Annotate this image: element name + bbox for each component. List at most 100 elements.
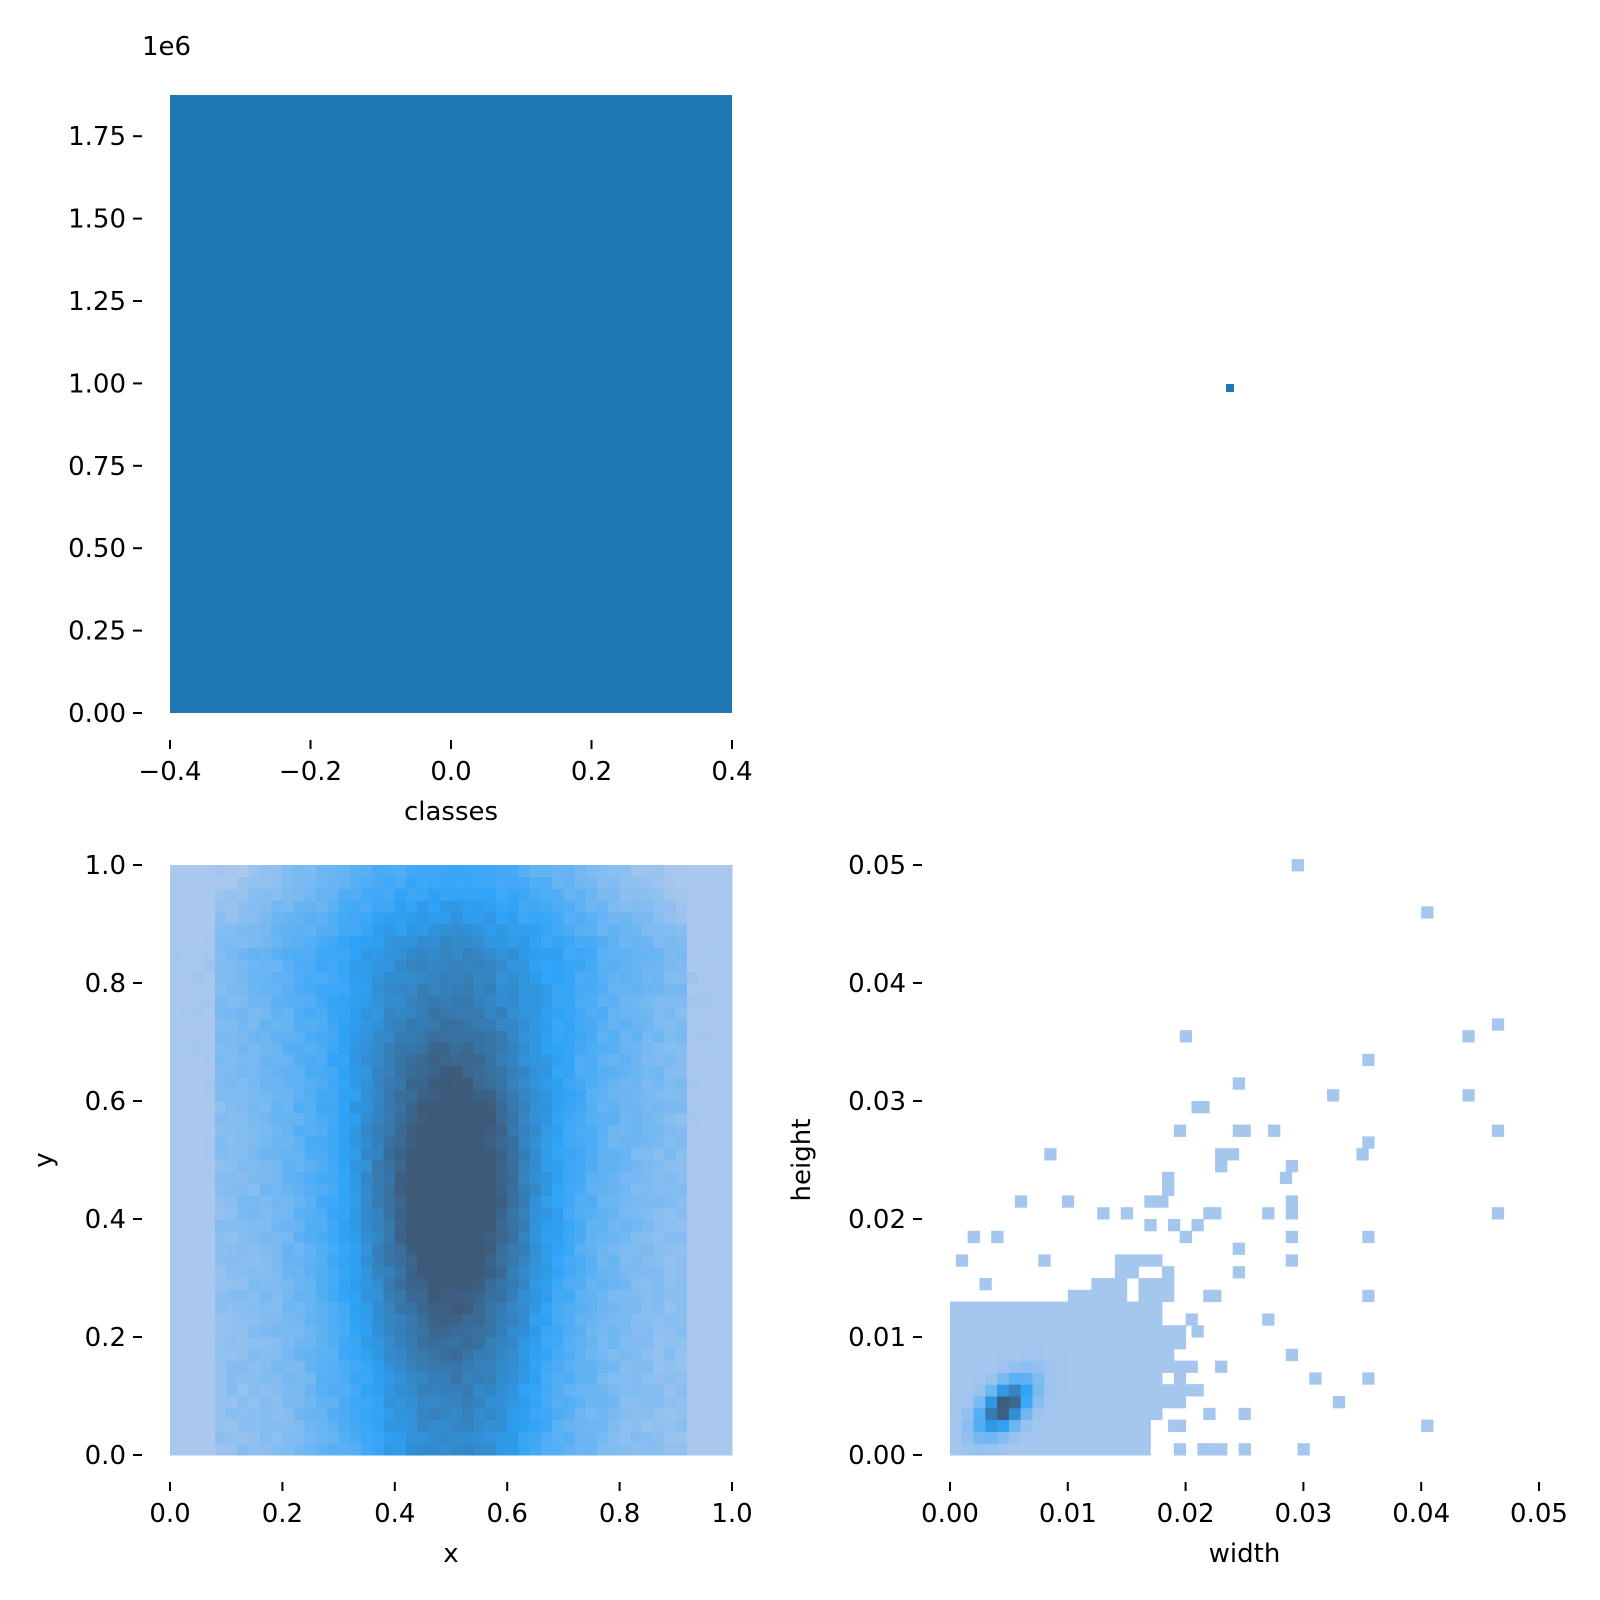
xy-density-cell <box>518 912 531 925</box>
xy-density-cell <box>540 1289 553 1303</box>
xy-density-cell <box>417 1396 430 1409</box>
xy-density-cell <box>417 912 430 925</box>
xy-density-cell <box>563 1195 576 1208</box>
xy-density-cell <box>226 1443 238 1456</box>
xy-density-cell <box>507 1230 519 1244</box>
xy-density-cell <box>271 1230 283 1244</box>
xy-density-cell <box>349 1419 362 1432</box>
xy-density-cell <box>529 1254 542 1267</box>
xy-density-cell <box>552 1407 564 1421</box>
xy-density-cell <box>361 1230 373 1244</box>
xy-density-cell <box>451 1207 463 1220</box>
wh-density-cell <box>1126 1396 1139 1409</box>
xy-density-cell <box>181 1348 193 1362</box>
xy-density-cell <box>338 1419 351 1432</box>
xy-density-cell <box>304 1207 317 1220</box>
wh-density-cell <box>1067 1419 1081 1432</box>
xy-density-cell <box>630 1431 643 1444</box>
xy-density-cell <box>248 1266 261 1279</box>
xy-density-cell <box>473 1278 486 1291</box>
xy-density-cell <box>383 1171 396 1185</box>
xy-density-cell <box>214 1195 227 1208</box>
xy-density-cell <box>451 888 463 901</box>
xy-density-cell <box>518 1337 531 1350</box>
xy-density-cell <box>406 1431 418 1444</box>
xy-density-cell <box>394 1006 407 1019</box>
xy-density-cell <box>529 1348 542 1362</box>
xy-density-cell <box>417 1384 430 1397</box>
xy-density-cell <box>170 1207 182 1220</box>
xy-density-cell <box>619 1006 632 1019</box>
xy-density-cell <box>361 1289 373 1303</box>
xy-density-cell <box>563 935 576 949</box>
xy-density-cell <box>237 1301 250 1314</box>
xy-density-cell <box>170 1242 182 1255</box>
xy-density-cell <box>214 1030 227 1043</box>
xy-density-cell <box>428 1443 441 1456</box>
xy-density-cell <box>552 1431 564 1444</box>
xy-density-cell <box>361 1030 373 1043</box>
xy-density-cell <box>473 1407 486 1421</box>
xy-density-cell <box>653 1030 666 1043</box>
xy-density-cell <box>507 1030 519 1043</box>
xy-density-cell <box>529 912 542 925</box>
xy-density-cell <box>170 1301 182 1314</box>
xy-density-cell <box>507 1289 519 1303</box>
wh-density-cell <box>955 1254 969 1267</box>
xy-density-cell <box>237 935 250 949</box>
xy-density-cell <box>439 1266 452 1279</box>
xy-density-cell <box>451 865 463 878</box>
xy-density-cell <box>181 1136 193 1149</box>
xy-density-cell <box>338 1384 351 1397</box>
wh-density-cell <box>1285 1207 1299 1220</box>
xy-density-cell <box>563 1230 576 1244</box>
xy-density-cell <box>394 1089 407 1102</box>
xy-density-cell <box>552 1183 564 1196</box>
xy-density-cell <box>462 1278 474 1291</box>
xy-density-cell <box>271 1160 283 1173</box>
xy-density-cell <box>282 1289 295 1303</box>
xy-density-cell <box>585 1006 598 1019</box>
xy-density-cell <box>237 1018 250 1031</box>
xy-density-cell <box>259 1301 272 1314</box>
xy-density-cell <box>394 900 407 913</box>
xy-density-cell <box>338 1112 351 1126</box>
xy-density-cell <box>282 1006 295 1019</box>
xy-density-cell <box>439 1396 452 1409</box>
xy-density-cell <box>327 1266 340 1279</box>
xy-density-cell <box>653 1325 666 1338</box>
xy-density-cell <box>451 1077 463 1090</box>
xy-density-cell <box>349 1148 362 1161</box>
xy-density-cell <box>327 1148 340 1161</box>
xy-density-cell <box>529 1230 542 1244</box>
xy-density-cell <box>698 1207 711 1220</box>
xy-density-cell <box>653 1431 666 1444</box>
xy-density-cell <box>473 912 486 925</box>
xy-density-cell <box>293 1171 306 1185</box>
xy-density-cell <box>597 1313 609 1326</box>
xy-density-cell <box>394 865 407 878</box>
xy-density-cell <box>293 1042 306 1055</box>
xy-density-cell <box>439 1384 452 1397</box>
xy-density-cell <box>383 1313 396 1326</box>
xy-density-cell <box>664 1018 677 1031</box>
xy-density-cell <box>473 1348 486 1362</box>
xy-density-cell <box>226 1372 238 1385</box>
xy-density-cell <box>259 1407 272 1421</box>
xy-density-cell <box>170 1053 182 1067</box>
xy-density-cell <box>349 1101 362 1114</box>
xy-density-cell <box>349 1313 362 1326</box>
xy-density-cell <box>687 1254 699 1267</box>
xy-density-cell <box>214 1101 227 1114</box>
wh-density-cell <box>1103 1431 1116 1444</box>
wh-density-cell <box>1126 1301 1139 1314</box>
xy-density-cell <box>349 1266 362 1279</box>
xy-density-cell <box>597 1112 609 1126</box>
xy-density-cell <box>552 1337 564 1350</box>
xy-density-cell <box>484 1148 497 1161</box>
xy-density-cell <box>630 1219 643 1232</box>
xy-density-cell <box>361 1278 373 1291</box>
x-axis-label: classes <box>404 797 498 827</box>
wh-density-cell <box>1044 1431 1057 1444</box>
xy-density-cell <box>338 994 351 1008</box>
